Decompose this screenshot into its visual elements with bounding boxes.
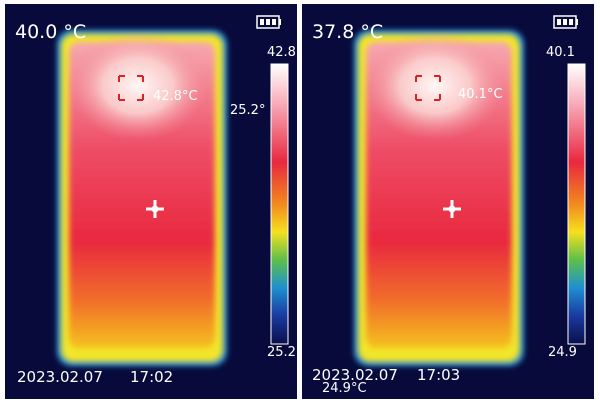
time: 17:03	[417, 366, 460, 384]
scale-min: 25.2	[267, 345, 296, 360]
thermal-image	[302, 4, 594, 399]
center-temp: 37.8 °C	[312, 21, 383, 43]
overlay-label: 25.2°	[230, 103, 265, 118]
thermal-panel: 40.0 °C 42.8 42.8°C 25.2° 25.2 2023.02.0…	[5, 4, 297, 399]
overlay-label: 24.9°C	[322, 381, 367, 396]
thermal-panel: 37.8 °C 40.1 40.1°C 24.9°C 24.9 2023.02.…	[302, 4, 594, 399]
time: 17:02	[130, 368, 173, 386]
hotspot-label: 40.1°C	[458, 87, 503, 102]
date: 2023.02.07	[17, 368, 103, 386]
date: 2023.02.07	[312, 366, 398, 384]
thermal-image	[5, 4, 297, 399]
scale-max: 42.8	[267, 45, 296, 60]
scale-min: 24.9	[548, 345, 577, 360]
hotspot-label: 42.8°C	[153, 89, 198, 104]
center-temp: 40.0 °C	[15, 21, 86, 43]
scale-max: 40.1	[546, 45, 575, 60]
